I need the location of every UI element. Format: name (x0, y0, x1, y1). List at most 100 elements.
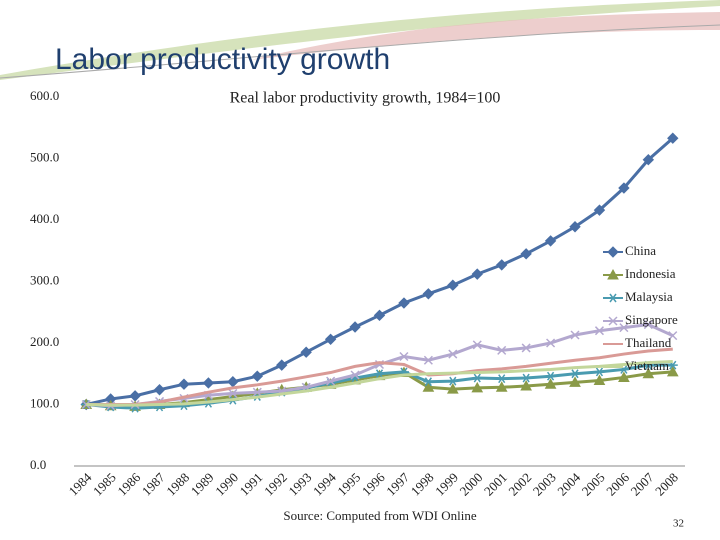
x-tick-label: 2003 (530, 470, 559, 499)
data-point (497, 345, 507, 355)
x-tick-label: 1994 (310, 469, 339, 498)
data-point (608, 316, 618, 326)
data-point (569, 376, 581, 387)
data-point (495, 381, 508, 392)
data-point (300, 346, 312, 358)
data-point (398, 297, 410, 309)
legend-label: China (625, 243, 656, 258)
data-point (228, 388, 238, 398)
data-point (495, 259, 508, 271)
data-point (350, 370, 360, 380)
data-point (471, 381, 484, 393)
data-point (349, 321, 361, 333)
x-tick-label: 1985 (90, 470, 119, 499)
data-point (666, 365, 679, 377)
series-line (86, 347, 673, 406)
x-tick-label: 2004 (554, 469, 583, 498)
data-point (423, 355, 433, 365)
data-point (227, 376, 239, 388)
data-point (618, 371, 630, 382)
x-tick-label: 1989 (188, 470, 217, 499)
x-tick-label: 1997 (383, 469, 412, 498)
data-point (570, 330, 580, 340)
data-point (422, 381, 435, 392)
x-tick-label: 2008 (652, 470, 681, 499)
data-point (471, 268, 483, 280)
x-tick-label: 1996 (359, 469, 388, 498)
y-tick-label: 400.0 (30, 211, 59, 226)
data-point (643, 320, 653, 330)
x-tick-label: 1993 (285, 470, 314, 499)
data-point (178, 378, 190, 390)
legend-label: Singapore (625, 312, 678, 327)
decoration (250, 12, 720, 60)
source-note: Source: Computed from WDI Online (283, 508, 477, 523)
data-point (448, 349, 458, 359)
x-tick-label: 2000 (457, 470, 486, 499)
x-tick-label: 1987 (139, 469, 168, 498)
data-point (545, 371, 556, 381)
y-tick-label: 600.0 (30, 88, 59, 103)
data-point (447, 376, 458, 386)
data-point (594, 326, 604, 336)
page-number: 32 (673, 518, 684, 530)
data-point (521, 373, 532, 383)
data-point (447, 279, 459, 291)
data-point (251, 370, 264, 382)
data-point (326, 376, 336, 386)
legend-label: Vietnam (625, 358, 669, 373)
x-tick-label: 2006 (603, 469, 632, 498)
data-point (446, 383, 459, 394)
data-point (276, 359, 288, 371)
y-tick-label: 0.0 (30, 457, 46, 472)
data-point (619, 323, 629, 333)
y-tick-label: 200.0 (30, 334, 59, 349)
data-point (668, 331, 678, 341)
data-point (593, 374, 606, 386)
legend-label: Malaysia (625, 289, 673, 304)
x-tick-label: 1999 (432, 470, 461, 499)
data-point (153, 384, 166, 396)
data-point (607, 268, 619, 280)
data-point (373, 309, 386, 322)
x-tick-label: 1990 (212, 470, 241, 499)
data-point (544, 378, 557, 389)
data-point (642, 367, 655, 379)
x-tick-label: 2002 (505, 470, 534, 499)
data-point (618, 182, 630, 194)
data-point (423, 377, 434, 387)
data-point (399, 351, 409, 362)
slide-title: Labor productivity growth (55, 43, 390, 76)
legend-label: Thailand (625, 335, 672, 350)
data-point (520, 380, 532, 391)
data-point (521, 343, 531, 353)
x-tick-label: 2001 (481, 470, 510, 499)
data-point (570, 369, 581, 379)
decoration (0, 24, 720, 79)
data-point (667, 132, 679, 144)
data-point (608, 293, 618, 303)
x-tick-label: 1998 (408, 470, 437, 499)
data-point (202, 377, 215, 389)
x-tick-label: 1991 (237, 470, 266, 499)
data-point (607, 246, 619, 258)
y-tick-label: 100.0 (30, 395, 59, 410)
x-tick-label: 1992 (261, 470, 290, 499)
decoration (0, 0, 720, 80)
y-tick-label: 300.0 (30, 272, 59, 287)
series-line (86, 359, 673, 407)
data-point (569, 221, 581, 233)
x-tick-label: 1984 (65, 469, 94, 498)
data-point (324, 333, 337, 346)
data-point (546, 338, 556, 348)
y-tick-label: 500.0 (30, 149, 59, 164)
data-point (642, 154, 655, 166)
chart-title: Real labor productivity growth, 1984=100 (230, 90, 501, 107)
x-tick-label: 2005 (579, 470, 608, 499)
x-tick-label: 1986 (114, 469, 143, 498)
data-point (593, 204, 606, 216)
data-point (520, 248, 532, 260)
legend-label: Indonesia (625, 266, 676, 281)
x-tick-label: 1988 (163, 470, 192, 499)
